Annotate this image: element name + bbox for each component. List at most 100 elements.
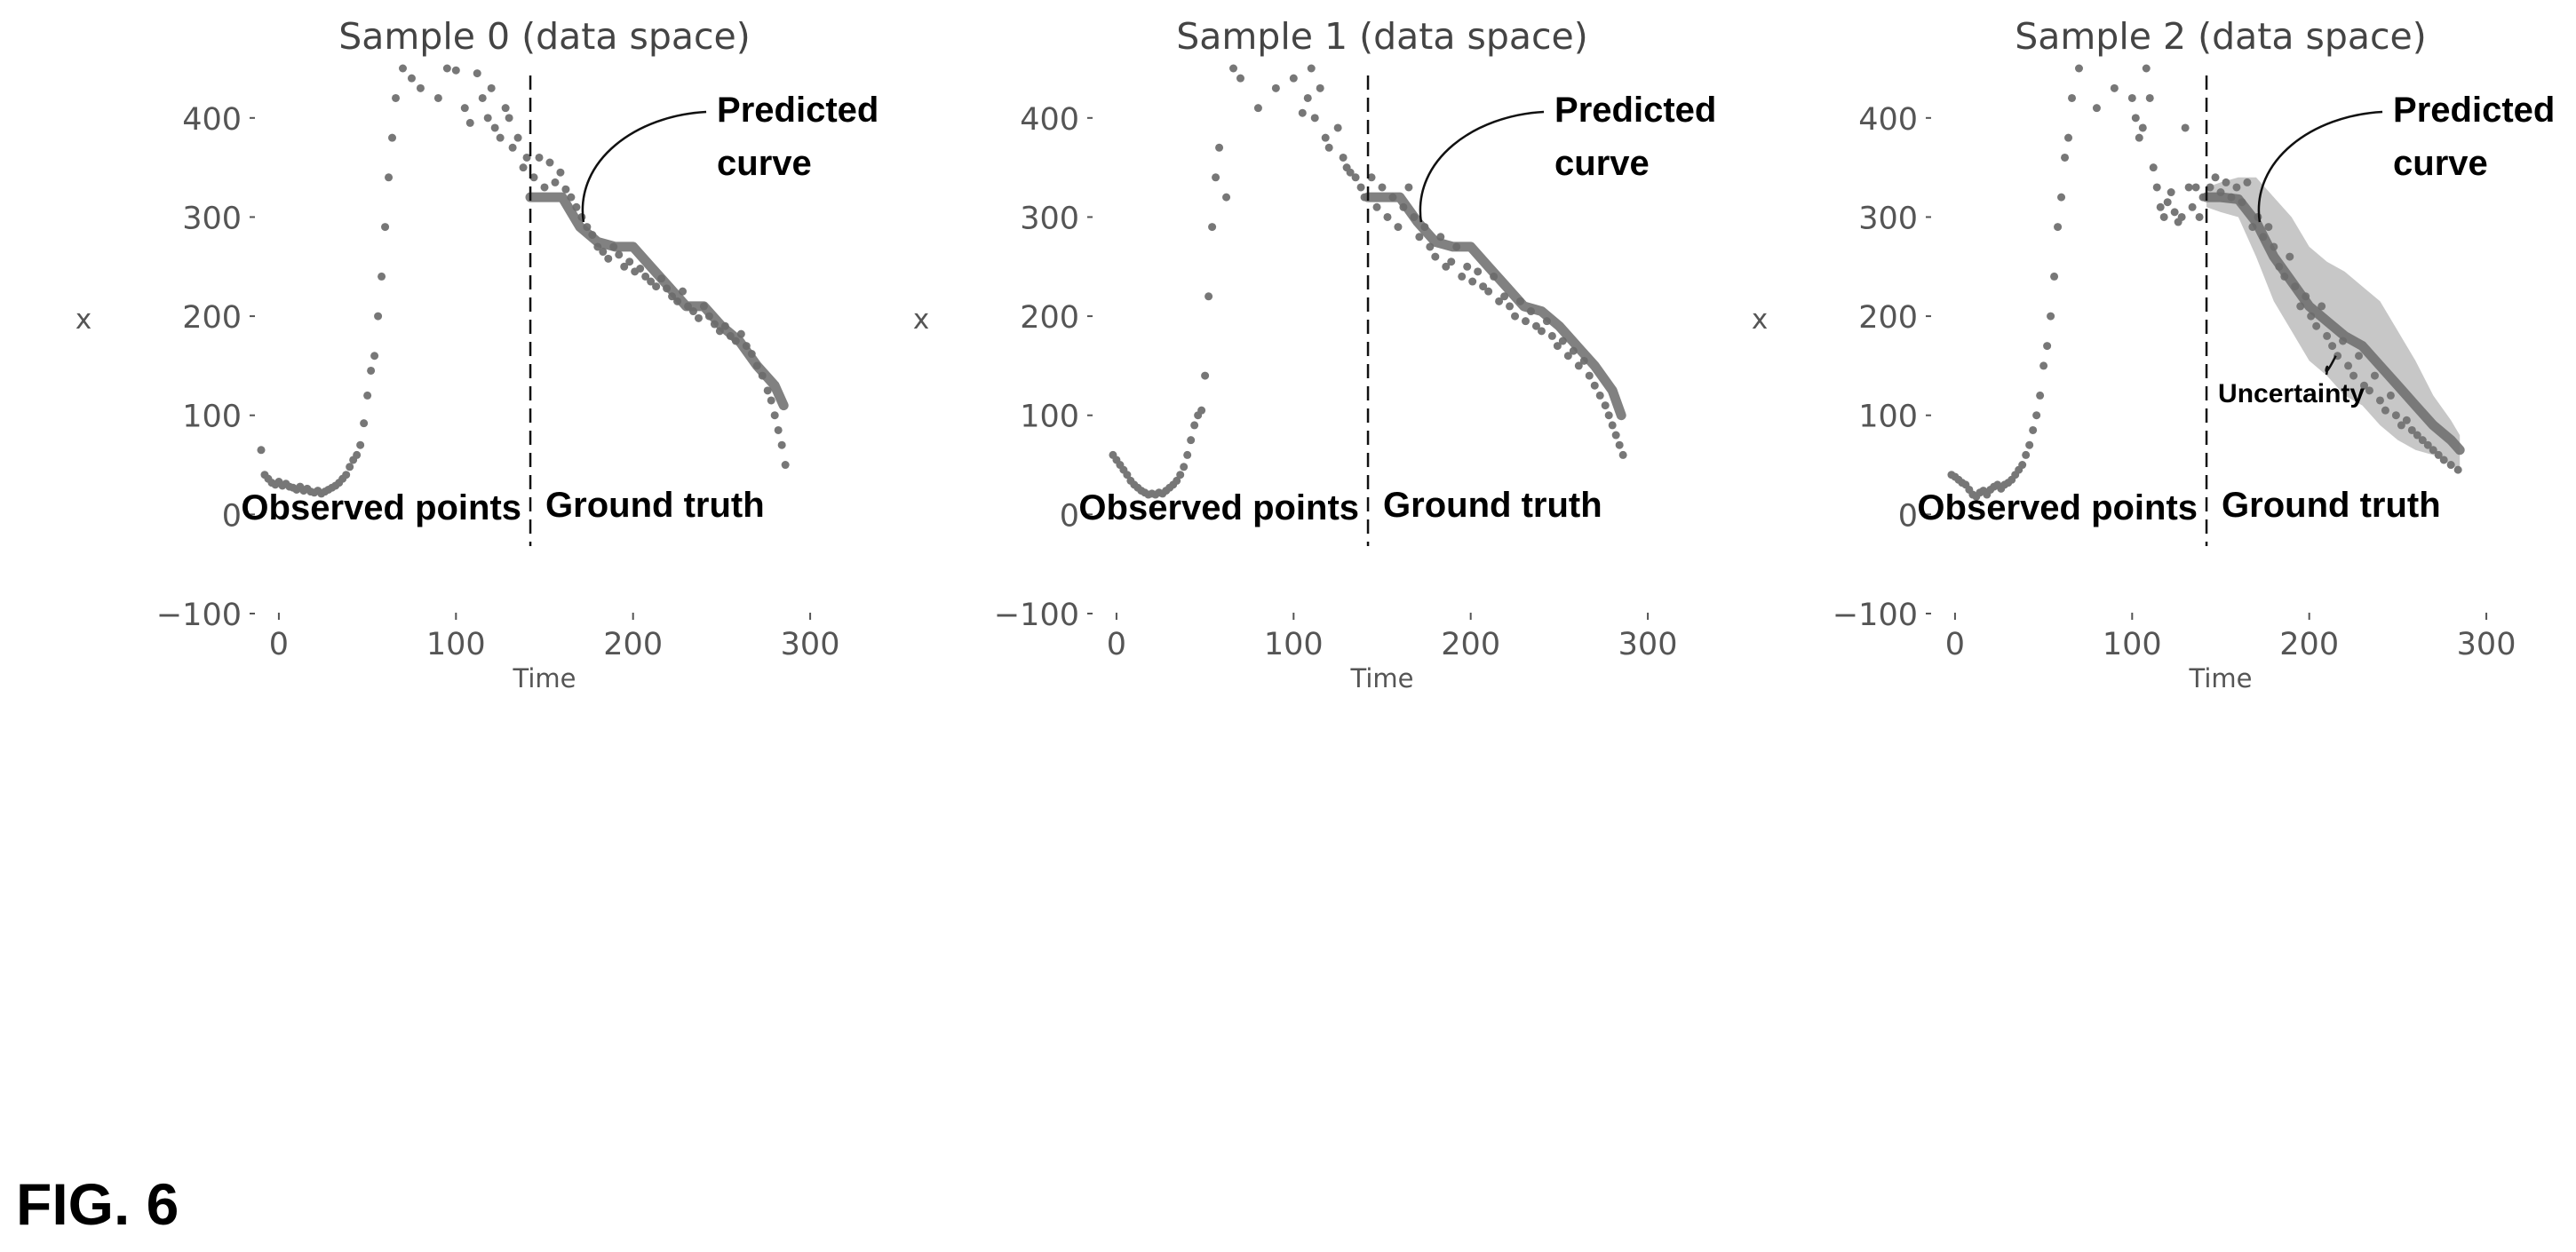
truth-point <box>763 386 772 395</box>
y-axis-label: x <box>913 304 929 336</box>
observed-point <box>407 74 416 83</box>
predicted-curve-leader <box>581 110 707 223</box>
truth-point <box>1618 450 1627 459</box>
truth-point <box>1511 312 1520 321</box>
truth-point <box>1547 331 1556 340</box>
truth-point <box>1506 302 1515 311</box>
truth-point <box>641 272 650 281</box>
observed-points-label: Observed points <box>1917 488 2198 527</box>
observed-point <box>1271 83 1280 92</box>
observed-point <box>2036 391 2045 400</box>
x-tick-label: 100 <box>2103 627 2162 662</box>
observed-point <box>433 93 442 102</box>
x-tick-label: 100 <box>1264 627 1324 662</box>
truth-point <box>604 254 613 263</box>
predicted-curve-label-line: Predicted <box>1554 91 1716 130</box>
observed-point <box>490 123 499 132</box>
x-tick-label: 0 <box>269 627 289 662</box>
observed-point <box>342 471 351 479</box>
truth-point <box>1383 212 1392 221</box>
y-tick-label: −100 <box>1833 598 1918 633</box>
observed-point <box>478 93 487 102</box>
predicted-curve-label-line: curve <box>1554 144 1650 183</box>
truth-point <box>770 411 779 420</box>
observed-point <box>487 83 496 92</box>
y-tick-label: 200 <box>1858 300 1918 336</box>
truth-point <box>2232 183 2241 192</box>
truth-point <box>1563 352 1572 361</box>
truth-point <box>2222 178 2230 186</box>
chart-title: Sample 1 (data space) <box>1176 15 1588 58</box>
truth-point <box>1474 267 1483 276</box>
y-tick-label: 100 <box>1020 400 1079 435</box>
observed-point <box>1310 114 1319 123</box>
y-tick-label: 300 <box>1858 201 1918 236</box>
y-tick-label: 300 <box>182 201 242 236</box>
truth-point <box>1431 252 1440 261</box>
x-tick-label: 0 <box>1107 627 1126 662</box>
y-tick-label: 0 <box>1898 498 1918 534</box>
truth-point <box>1553 342 1562 351</box>
x-tick-label: 200 <box>1441 627 1500 662</box>
observed-point <box>370 352 379 361</box>
observed-point <box>2054 223 2063 232</box>
observed-point <box>388 133 397 142</box>
truth-point <box>529 173 538 182</box>
chart-panel-2: Sample 2 (data space) −100 0 100 200 300 400 0 1… <box>1752 15 2556 693</box>
observed-point <box>513 133 522 142</box>
observed-point <box>2064 133 2073 142</box>
observed-point <box>1123 471 1132 479</box>
truth-point <box>1404 183 1413 192</box>
ground-truth-label: Ground truth <box>545 486 765 525</box>
chart-title: Sample 2 (data space) <box>2015 15 2427 58</box>
observed-point <box>1222 193 1231 202</box>
truth-point <box>1479 282 1488 291</box>
observed-point <box>508 143 517 152</box>
observed-point <box>1289 74 1298 83</box>
observed-point <box>2170 208 2179 217</box>
truth-point <box>599 248 608 257</box>
predicted-curve-leader <box>2257 110 2383 223</box>
uncertainty-label: Uncertainty <box>2218 379 2365 408</box>
chart-panel-1: Sample 1 (data space) −100 0 100 200 300 400 0 1… <box>913 15 1717 693</box>
truth-point <box>556 168 565 177</box>
observed-point <box>1316 83 1324 92</box>
observed-point <box>2057 193 2066 202</box>
observed-point <box>385 173 394 182</box>
observed-point <box>2188 202 2197 211</box>
observed-point <box>367 366 376 375</box>
truth-point <box>2407 425 2416 434</box>
ground-truth-label: Ground truth <box>1383 486 1602 525</box>
predicted-curve-label-line: curve <box>2393 144 2488 183</box>
observed-point <box>416 83 425 92</box>
observed-point <box>1356 183 1365 192</box>
truth-point <box>2375 396 2384 405</box>
predicted-curve-line <box>1363 192 1626 421</box>
ground-truth-label: Ground truth <box>2222 486 2441 525</box>
observed-points-label: Observed points <box>1078 488 1359 527</box>
truth-point <box>2349 371 2358 380</box>
truth-point <box>540 183 549 192</box>
y-tick-label: 200 <box>182 300 242 336</box>
truth-point <box>1372 202 1381 211</box>
truth-point <box>777 440 786 449</box>
observed-point <box>2047 312 2055 321</box>
truth-point <box>1615 440 1624 449</box>
truth-point <box>1484 287 1493 296</box>
truth-point <box>2402 416 2411 424</box>
x-tick-label: 0 <box>1945 627 1965 662</box>
observed-point <box>1333 123 1342 132</box>
truth-point <box>1604 411 1613 420</box>
observed-point <box>2195 212 2204 221</box>
observed-point <box>1173 476 1181 485</box>
truth-point <box>767 396 775 405</box>
figure-label: FIG. 6 <box>16 1171 179 1237</box>
observed-point <box>2131 114 2140 123</box>
y-tick-label: 300 <box>1020 201 1079 236</box>
observed-point <box>1205 292 1213 301</box>
y-tick-label: −100 <box>994 598 1079 633</box>
y-tick-label: 0 <box>222 498 242 534</box>
truth-point <box>1574 361 1583 370</box>
x-tick-label: 300 <box>1618 627 1678 662</box>
predicted-curve-label-line: Predicted <box>717 91 879 130</box>
